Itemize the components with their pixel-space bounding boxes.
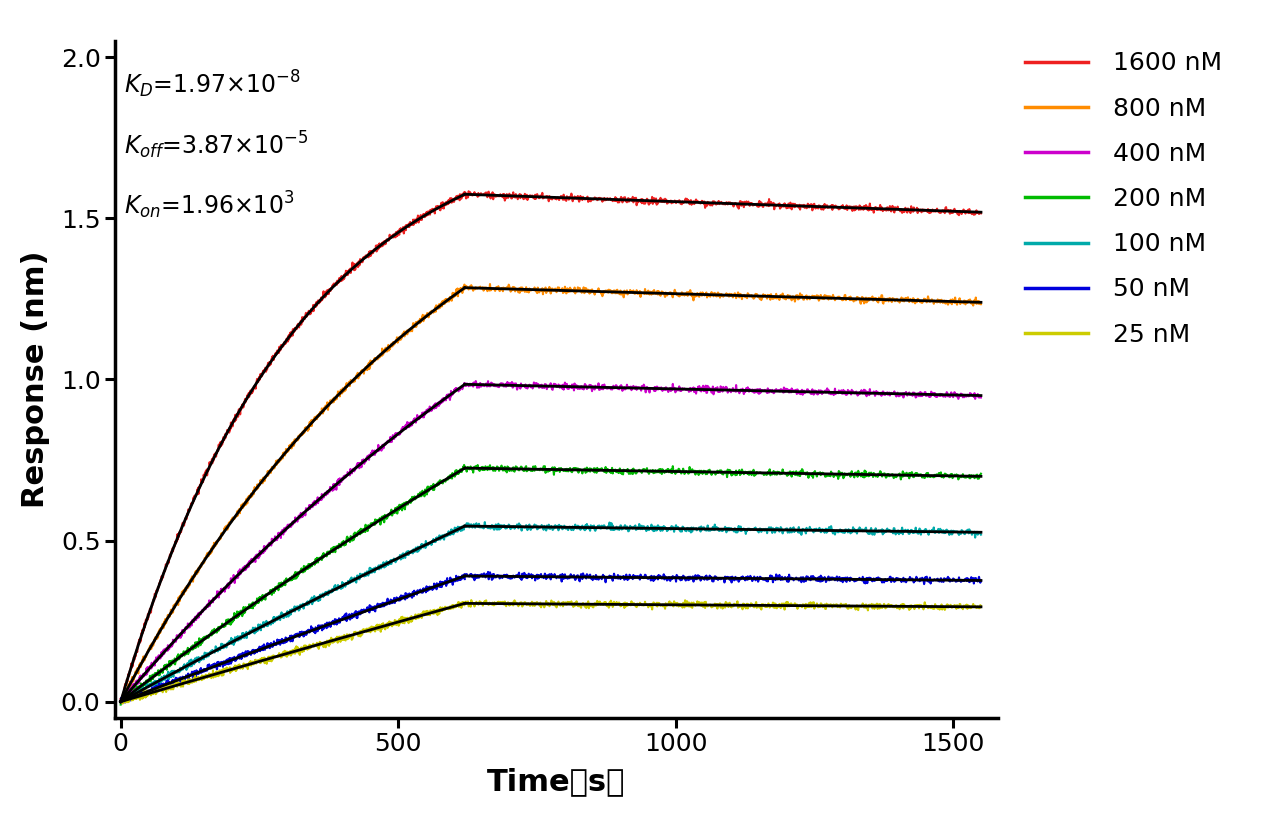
Text: $K_{off}$=3.87×10$^{-5}$: $K_{off}$=3.87×10$^{-5}$ <box>124 130 308 161</box>
Text: $K_D$=1.97×10$^{-8}$: $K_D$=1.97×10$^{-8}$ <box>124 68 301 100</box>
X-axis label: Time（s）: Time（s） <box>487 767 625 796</box>
Y-axis label: Response (nm): Response (nm) <box>20 251 50 508</box>
Text: $K_{on}$=1.96×10$^{3}$: $K_{on}$=1.96×10$^{3}$ <box>124 190 294 221</box>
Legend: 1600 nM, 800 nM, 400 nM, 200 nM, 100 nM, 50 nM, 25 nM: 1600 nM, 800 nM, 400 nM, 200 nM, 100 nM,… <box>1016 41 1232 356</box>
